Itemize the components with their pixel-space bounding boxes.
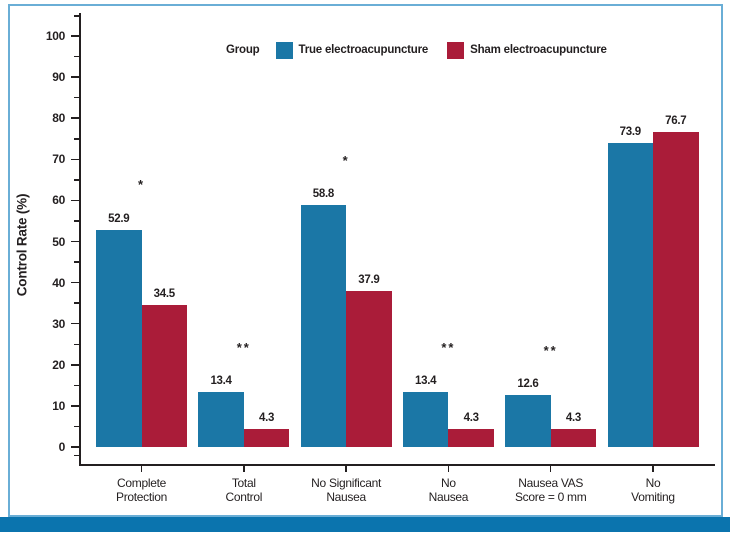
- y-tick-major: [71, 322, 79, 325]
- y-tick-minor: [74, 15, 79, 17]
- y-tick-label: 10: [52, 398, 65, 413]
- y-tick-minor: [74, 179, 79, 181]
- bar-sham-electroacupuncture: [346, 291, 392, 447]
- y-tick-minor: [74, 220, 79, 222]
- y-tick-label: 50: [52, 234, 65, 249]
- legend-title: Group: [226, 44, 260, 56]
- x-category-label: No Vomiting: [631, 476, 675, 504]
- y-tick-minor: [74, 384, 79, 387]
- significance-marker: **: [441, 339, 456, 355]
- legend: Group True electroacupuncture Sham electr…: [226, 41, 607, 59]
- bar-sham-electroacupuncture: [141, 305, 187, 447]
- bar-value-label: 4.3: [463, 412, 479, 425]
- x-category-label: Complete Protection: [115, 476, 168, 504]
- bar-true-electroacupuncture: [300, 205, 347, 447]
- bar-value-label: 73.9: [619, 126, 641, 139]
- bar-value-label: 12.6: [517, 378, 539, 391]
- y-tick-label: 30: [52, 316, 65, 331]
- bar-value-label: 4.3: [259, 412, 275, 425]
- bar-true-electroacupuncture: [96, 229, 142, 447]
- y-tick-label: 0: [58, 440, 66, 454]
- x-category-label: Total Control: [225, 476, 263, 504]
- y-tick-major: [71, 364, 79, 366]
- y-tick-label: 20: [52, 357, 65, 372]
- bar-sham-electroacupuncture: [550, 429, 597, 447]
- significance-marker: **: [543, 343, 558, 358]
- y-tick-minor: [74, 96, 79, 99]
- y-tick-major: [71, 405, 79, 407]
- bar-true-electroacupuncture: [505, 395, 551, 447]
- y-tick-major: [71, 158, 79, 161]
- y-tick-minor: [74, 343, 79, 345]
- significance-marker: **: [236, 339, 251, 355]
- x-tick: [345, 465, 347, 472]
- bar-value-label: 4.3: [565, 412, 581, 425]
- y-tick-label: 90: [52, 70, 65, 85]
- x-tick: [447, 465, 450, 472]
- y-tick-minor: [74, 55, 79, 58]
- bar-true-electroacupuncture: [607, 143, 653, 447]
- y-axis-line: [79, 13, 81, 466]
- bar-sham-electroacupuncture: [448, 429, 494, 447]
- bar-value-label: 13.4: [415, 374, 437, 387]
- y-tick-minor: [74, 138, 79, 140]
- x-category-label: No Nausea: [428, 476, 469, 504]
- footer-accent-bar: [0, 517, 730, 532]
- x-tick: [652, 465, 654, 472]
- bar-value-label: 58.8: [312, 188, 334, 201]
- y-tick-major: [71, 117, 79, 119]
- legend-label: Sham electroacupuncture: [470, 44, 607, 56]
- significance-marker: *: [342, 153, 350, 169]
- y-tick-minor: [74, 454, 79, 457]
- bar-value-label: 37.9: [358, 274, 380, 287]
- legend-item: Sham electroacupuncture: [447, 41, 607, 59]
- y-tick-major: [71, 446, 79, 448]
- y-tick-label: 100: [45, 29, 65, 43]
- y-tick-label: 60: [52, 193, 65, 208]
- legend-label: True electroacupuncture: [298, 44, 429, 56]
- y-tick-major: [71, 281, 79, 284]
- y-tick-minor: [74, 425, 79, 428]
- y-tick-major: [71, 240, 79, 243]
- legend-swatch-icon: [447, 41, 465, 59]
- x-category-label: No Significant Nausea: [311, 476, 382, 504]
- y-tick-label: 80: [52, 111, 65, 126]
- y-tick-minor: [74, 261, 79, 263]
- bar-true-electroacupuncture: [402, 391, 449, 447]
- legend-swatch-icon: [275, 41, 293, 59]
- bar-sham-electroacupuncture: [653, 131, 699, 447]
- figure-border: [8, 4, 723, 517]
- bar-value-label: 13.4: [210, 374, 232, 387]
- bar-value-label: 34.5: [153, 288, 175, 301]
- y-tick-major: [71, 199, 79, 202]
- y-tick-major: [71, 35, 79, 37]
- bar-sham-electroacupuncture: [243, 429, 290, 447]
- x-axis-line: [79, 464, 715, 466]
- x-tick: [549, 465, 552, 472]
- bar-true-electroacupuncture: [198, 391, 244, 447]
- y-tick-label: 70: [52, 152, 65, 167]
- legend-item: True electroacupuncture: [275, 41, 429, 59]
- y-tick-label: 40: [52, 275, 65, 290]
- x-tick: [243, 465, 245, 472]
- bar-value-label: 52.9: [108, 212, 130, 225]
- y-axis-title: Control Rate (%): [14, 193, 30, 297]
- x-category-label: Nausea VAS Score = 0 mm: [514, 476, 587, 504]
- y-tick-minor: [74, 302, 79, 304]
- bar-value-label: 76.7: [665, 114, 687, 127]
- y-tick-major: [71, 76, 79, 78]
- x-tick: [140, 465, 143, 472]
- significance-marker: *: [137, 177, 146, 193]
